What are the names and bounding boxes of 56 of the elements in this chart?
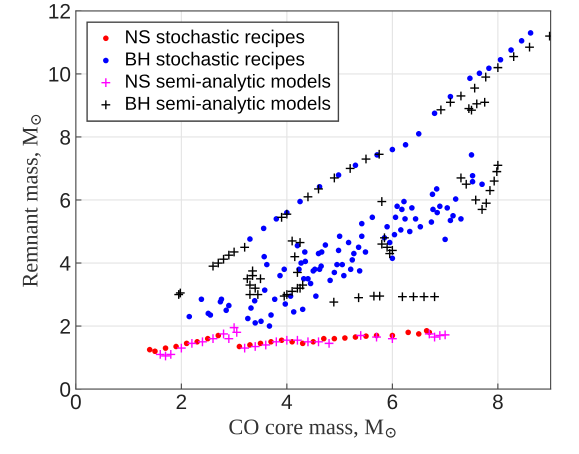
point (258, 340, 264, 346)
point (162, 345, 168, 351)
point (232, 327, 242, 338)
point (356, 330, 366, 341)
x-tick-label: 6 (388, 394, 398, 410)
point (440, 330, 450, 340)
legend-label: NS semi-analytic models (126, 74, 330, 92)
point (247, 342, 253, 348)
x-tick-label: 0 (70, 394, 81, 410)
point (224, 334, 234, 344)
legend-label: BH stochastic recipes (126, 52, 304, 70)
x-tick-label: 2 (176, 394, 186, 410)
point (152, 348, 158, 354)
point (186, 338, 197, 348)
point (216, 332, 222, 338)
point (313, 336, 324, 347)
point (240, 343, 250, 354)
point (424, 328, 434, 340)
point (352, 334, 358, 340)
x-axis-title: CO core mass, M$_{⊙}$ (229, 419, 396, 438)
point (282, 335, 292, 346)
point (371, 332, 382, 342)
point (260, 340, 271, 350)
y-tick-label: 2 (60, 319, 70, 334)
point (176, 343, 186, 354)
point (229, 322, 240, 333)
y-tick-label: 6 (60, 192, 70, 208)
y-axis-title: Remnant mass, M$_{⊙}$ (22, 114, 41, 287)
point (300, 340, 306, 346)
y-tick-label: 12 (49, 4, 70, 18)
legend-label: BH semi-analytic models (126, 96, 330, 114)
y-tick-label: 0 (60, 382, 70, 397)
point (416, 331, 422, 337)
point (363, 333, 369, 339)
legend-label: NS stochastic recipes (126, 30, 304, 48)
y-tick-label: 4 (60, 256, 70, 271)
point (332, 336, 338, 342)
point (342, 335, 348, 341)
x-tick-label: 8 (492, 394, 503, 410)
point (218, 328, 229, 340)
point (146, 346, 152, 352)
x-tick-label: 4 (282, 394, 292, 410)
point (324, 338, 334, 348)
point (236, 344, 242, 350)
point (208, 334, 218, 344)
point (250, 341, 260, 352)
point (155, 349, 166, 360)
point (302, 336, 314, 347)
point (271, 336, 282, 347)
point (405, 330, 411, 336)
point (321, 336, 327, 342)
point (387, 334, 398, 344)
y-tick-label: 10 (49, 66, 70, 82)
point (197, 336, 208, 347)
point (292, 335, 302, 346)
y-tick-label: 8 (60, 130, 70, 145)
